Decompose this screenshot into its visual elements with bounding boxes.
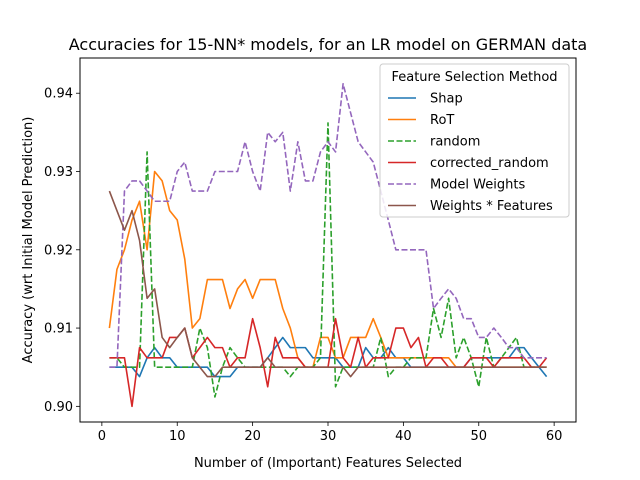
chart-title: Accuracies for 15-NN* models, for an LR … xyxy=(69,35,587,54)
legend-label-weights-features: Weights * Features xyxy=(430,199,553,214)
plot-frame xyxy=(79,57,577,423)
x-tick-label: 60 xyxy=(546,429,563,444)
x-tick-label: 0 xyxy=(98,429,106,444)
x-tick-label: 10 xyxy=(169,429,186,444)
legend-label-shap: Shap xyxy=(430,92,463,107)
legend-label-random: random xyxy=(430,135,480,150)
y-axis-label: Accuracy (wrt Initial Model Prediction) xyxy=(21,117,36,364)
x-axis-ticks: 0 10 20 30 40 50 60 xyxy=(98,422,563,444)
legend-label-corrected-random: corrected_random xyxy=(430,156,549,171)
y-tick-label: 0.92 xyxy=(44,243,73,258)
legend-box xyxy=(379,63,570,218)
x-tick-label: 50 xyxy=(470,429,487,444)
y-tick-label: 0.91 xyxy=(44,322,73,337)
x-axis-label: Number of (Important) Features Selected xyxy=(194,456,462,471)
series-line-weights-features xyxy=(108,190,547,378)
y-axis-ticks: 0.90 0.91 0.92 0.93 0.94 xyxy=(44,87,80,415)
x-tick-label: 40 xyxy=(395,429,412,444)
legend: Feature Selection Method Shap RoT random co… xyxy=(379,63,570,218)
series-line-model-weights xyxy=(109,83,547,369)
y-tick-label: 0.90 xyxy=(44,400,73,415)
legend-title: Feature Selection Method xyxy=(391,70,557,85)
series-lines xyxy=(108,83,548,408)
x-tick-label: 20 xyxy=(244,429,261,444)
y-tick-label: 0.94 xyxy=(44,87,73,102)
y-tick-label: 0.93 xyxy=(44,165,73,180)
legend-label-rot: RoT xyxy=(430,113,454,128)
x-tick-label: 30 xyxy=(320,429,337,444)
legend-label-model-weights: Model Weights xyxy=(430,178,525,193)
